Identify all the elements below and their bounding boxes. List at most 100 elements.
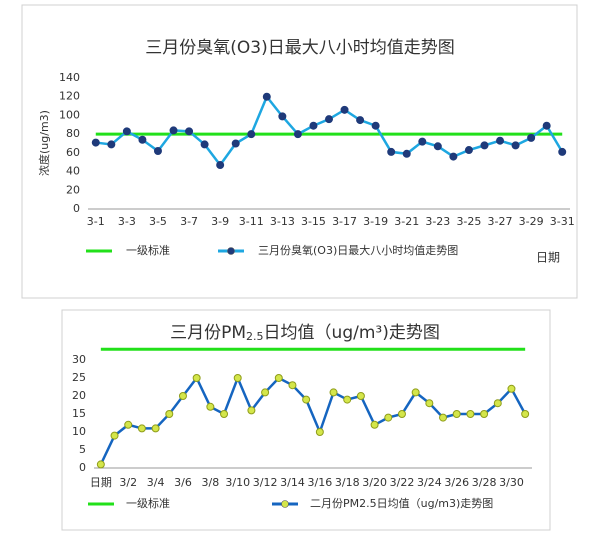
legend-marker: [227, 247, 235, 255]
point: [96, 460, 105, 469]
point: [343, 395, 352, 404]
legend-label: 一级标准: [126, 496, 170, 510]
y-tick-label: 0: [79, 461, 86, 474]
point: [411, 388, 420, 397]
chart-title: 三月份PM2.5日均值（ug/m³)走势图: [170, 323, 440, 343]
x-tick-label: 3/20: [362, 476, 387, 489]
y-tick-label: 20: [66, 183, 80, 196]
x-tick-label: 3-7: [180, 215, 198, 228]
title-part: 三月份PM: [170, 323, 246, 343]
point: [309, 121, 318, 130]
x-tick-label: 3/12: [253, 476, 278, 489]
point: [138, 135, 147, 144]
point: [107, 140, 116, 149]
point: [302, 395, 311, 404]
y-axis-label: 浓度(ug/m3): [37, 110, 51, 176]
point: [325, 115, 333, 124]
point: [402, 149, 411, 158]
point: [480, 141, 489, 150]
x-tick-label: 3-5: [149, 215, 167, 228]
point: [433, 142, 442, 151]
title-part: 日均值（ug/m³)走势图: [264, 323, 440, 343]
y-tick-label: 25: [72, 371, 86, 384]
point: [206, 402, 215, 411]
x-tick-label: 3-13: [270, 215, 295, 228]
x-tick-label: 3-23: [425, 215, 450, 228]
legend-label: 三月份臭氧(O3)日最大八小时均值走势图: [258, 243, 458, 257]
point: [507, 384, 516, 393]
x-tick-label: 3-11: [239, 215, 264, 228]
x-tick-label: 3/6: [174, 476, 192, 489]
point: [247, 130, 256, 139]
y-tick-label: 15: [72, 407, 86, 420]
point: [466, 410, 475, 418]
point: [521, 410, 530, 418]
point: [425, 399, 434, 408]
x-tick-label: 3/2: [119, 476, 137, 489]
point: [356, 392, 365, 400]
point: [480, 410, 489, 418]
chart-frame: [21, 4, 578, 299]
point: [356, 116, 365, 125]
x-tick-label: 3/4: [147, 476, 165, 489]
point: [511, 141, 520, 150]
x-tick-label: 3/14: [280, 476, 305, 489]
y-tick-label: 80: [66, 127, 80, 140]
x-tick-label: 日期: [90, 476, 112, 489]
point: [384, 413, 393, 422]
x-tick-label: 3-29: [519, 215, 544, 228]
point: [278, 112, 287, 121]
point: [233, 374, 242, 382]
point: [418, 137, 427, 146]
point: [124, 420, 133, 429]
point: [165, 410, 174, 418]
x-tick-label: 3/10: [225, 476, 250, 489]
x-tick-label: 3-17: [332, 215, 357, 228]
legend-marker: [281, 500, 289, 508]
point: [329, 388, 338, 397]
point: [91, 138, 100, 147]
x-axis-label: 日期: [536, 251, 560, 265]
y-tick-label: 100: [59, 108, 80, 121]
x-tick-label: 3-19: [363, 215, 388, 228]
point: [137, 424, 146, 433]
point: [153, 146, 162, 155]
y-tick-label: 20: [72, 389, 86, 402]
point: [220, 410, 229, 418]
point: [542, 121, 551, 130]
legend-label: 二月份PM2.5日均值（ug/m3)走势图: [310, 497, 493, 510]
title-part: 2.5: [246, 330, 264, 343]
point: [452, 410, 461, 418]
legend-label: 一级标准: [126, 243, 170, 257]
point: [449, 152, 458, 161]
y-tick-label: 0: [73, 202, 80, 215]
point: [496, 136, 505, 145]
point: [370, 420, 379, 429]
point: [340, 105, 349, 114]
x-tick-label: 3/26: [444, 476, 469, 489]
point: [185, 127, 194, 136]
y-tick-label: 30: [72, 353, 86, 366]
point: [315, 428, 324, 436]
x-tick-label: 3-9: [211, 215, 229, 228]
x-tick-label: 3-1: [87, 215, 105, 228]
y-tick-label: 60: [66, 146, 80, 159]
point: [192, 374, 201, 382]
point: [397, 410, 406, 418]
x-tick-label: 3/18: [335, 476, 360, 489]
x-tick-label: 3/24: [417, 476, 442, 489]
x-tick-label: 3-3: [118, 215, 136, 228]
point: [261, 388, 270, 397]
point: [200, 140, 209, 149]
point: [293, 130, 302, 139]
point: [288, 381, 297, 390]
point: [247, 406, 256, 415]
point: [274, 374, 283, 382]
point: [169, 126, 178, 135]
y-tick-label: 120: [59, 90, 80, 103]
x-tick-label: 3/16: [307, 476, 332, 489]
point: [493, 399, 502, 408]
point: [231, 139, 240, 148]
y-tick-label: 140: [59, 71, 80, 84]
point: [216, 161, 225, 170]
